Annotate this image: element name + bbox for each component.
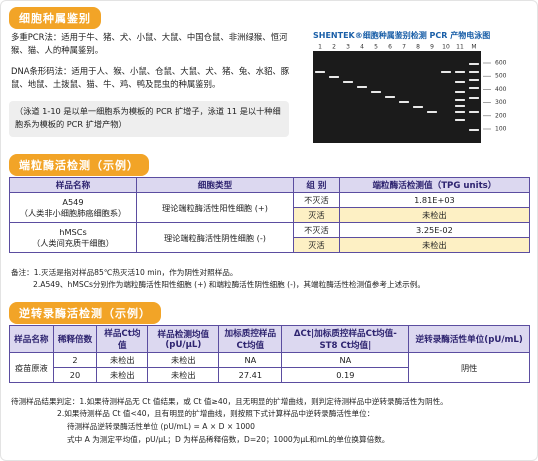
cell: 0.19 [281, 367, 410, 383]
lane-label: 5 [374, 44, 378, 51]
cell: 不灭活 [293, 222, 340, 238]
cell: 理论端粒酶活性阳性细胞 (+) [136, 192, 294, 223]
cell: 未检出 [338, 237, 531, 253]
gel-band [343, 81, 353, 83]
cell: 20 [52, 367, 98, 383]
section-title: 逆转录酶活检测（示例） [9, 302, 161, 324]
gel-band [469, 71, 479, 73]
header-cell: 细胞类型 [136, 177, 294, 193]
gel-band [427, 111, 437, 113]
sample-desc: （人类间充质干细胞） [32, 237, 114, 248]
gel-band [455, 71, 465, 73]
marker-label: 100 [495, 126, 507, 133]
cell: 灭活 [293, 237, 340, 253]
marker-label: 200 [495, 112, 507, 119]
cell: 未检出 [147, 352, 220, 368]
header-cell: 端粒酶活检测值（TPG units） [338, 177, 531, 193]
cell: 未检出 [96, 352, 149, 368]
header-cell: 样品检测均值(pU/μL) [147, 325, 220, 353]
lane-label: 7 [402, 44, 406, 51]
marker-label: 300 [495, 99, 507, 106]
header-cell: 样品名称 [9, 325, 54, 353]
gel-band [329, 76, 339, 78]
gel-band [441, 71, 451, 73]
lane-label: 11 [456, 44, 464, 51]
header-cell: 样品名称 [9, 177, 137, 193]
header-cell: 逆转录酶活性单位(pU/mL) [408, 325, 530, 353]
gel-band [469, 79, 479, 81]
cell: 灭活 [293, 207, 340, 223]
gel-band [357, 86, 367, 88]
marker-label: 400 [495, 86, 507, 93]
lane-label: 8 [416, 44, 420, 51]
header-cell: 样品Ct均值 [96, 325, 149, 353]
gel-band [469, 97, 479, 99]
header-cell: 稀释倍数 [52, 325, 98, 353]
gel-band [315, 71, 325, 73]
marker-label: 500 [495, 73, 507, 80]
section-title: 细胞种属鉴别 [9, 7, 101, 29]
cell: 3.25E-02 [338, 222, 531, 238]
gel-band [455, 111, 465, 113]
cell: hMSCs （人类间充质干细胞） [9, 222, 137, 253]
gel-band [455, 99, 465, 101]
cell: 不灭活 [293, 192, 340, 208]
header-cell: 组 别 [293, 177, 340, 193]
marker-label: 600 [495, 60, 507, 67]
gel-title: SHENTEK®细胞种属鉴别检测 PCR 产物电泳图 [313, 31, 491, 40]
header-cell: ΔCt|加标质控样品Ct均值-ST8 Ct均值| [281, 325, 410, 353]
gel-band [455, 105, 465, 107]
rt-table: 样品名称 稀释倍数 样品Ct均值 样品检测均值(pU/μL) 加标质控样品Ct均… [9, 325, 530, 383]
cell: 27.41 [218, 367, 283, 383]
cell: 未检出 [147, 367, 220, 383]
lane-label: 3 [346, 44, 350, 51]
cell: 未检出 [338, 207, 531, 223]
telomerase-table: 样品名称 细胞类型 组 别 端粒酶活检测值（TPG units） A549 （人类… [9, 177, 531, 253]
gel-band [469, 111, 479, 113]
gel-band [399, 101, 409, 103]
cell: 阴性 [408, 352, 530, 383]
gel-background [313, 51, 481, 143]
cell: 疫苗原液 [9, 352, 54, 383]
gel-band [455, 119, 465, 121]
gel-band [455, 91, 465, 93]
lane-label: 4 [360, 44, 364, 51]
gel-band [413, 106, 423, 108]
note: 2.A549、hMSCs分别作为端粒酶活性阳性细胞 (+) 和端粒酶活性阴性细胞… [33, 280, 425, 289]
gel-band [469, 63, 479, 65]
gel-band [469, 129, 479, 131]
sample-desc: （人类非小细胞肺癌细胞系） [19, 207, 127, 218]
lane-label: 1 [318, 44, 322, 51]
note: 备注：1.灭活是指对样品85℃热灭活10 min，作为阴性对照样品。 [11, 268, 238, 277]
gel-band [469, 87, 479, 89]
note-box: （泳道 1-10 是以单一细胞系为模板的 PCR 扩增子，泳道 11 是以十种细… [9, 101, 289, 137]
note: 待测样品逆转录酶活性单位 (pU/mL) = A × D × 1000 [67, 422, 255, 431]
lane-label: 2 [332, 44, 336, 51]
cell: NA [281, 352, 410, 368]
note: 2.如果待测样品 Ct 值<40，且有明显的扩增曲线，则按照下式计算样品中逆转录… [57, 409, 375, 418]
cell: 1.81E+03 [338, 192, 531, 208]
lane-label: M [471, 44, 476, 51]
paragraph: 多重PCR法：适用于牛、猪、犬、小鼠、大鼠、中国仓鼠、非洲绿猴、恒河猴、猫、人的… [11, 32, 288, 55]
gel-band [385, 96, 395, 98]
lane-label: 10 [442, 44, 450, 51]
cell: A549 （人类非小细胞肺癌细胞系） [9, 192, 137, 223]
cell: NA [218, 352, 283, 368]
lane-label: 6 [388, 44, 392, 51]
section-title: 端粒酶活检测（示例） [9, 154, 149, 176]
note: 待测样品结果判定：1.如果待测样品无 Ct 值结果，或 Ct 值≥40，且无明显… [11, 397, 448, 406]
note: 式中 A 为测定平均值，pU/μL；D 为样品稀释倍数，D=20；1000为μL… [67, 435, 390, 444]
cell: 未检出 [96, 367, 149, 383]
sample: hMSCs [59, 226, 87, 237]
gel-band [455, 81, 465, 83]
gel-image: 1 2 3 4 5 6 7 8 9 10 11 M 600 500 400 300 200 100 [313, 44, 507, 143]
paragraph: DNA条形码法：适用于人、猴、小鼠、仓鼠、大鼠、犬、猪、兔、水貂、豚鼠、地鼠、土… [11, 66, 290, 89]
cell: 2 [52, 352, 98, 368]
gel-band [371, 91, 381, 93]
sample: A549 [62, 196, 84, 207]
cell: 理论端粒酶活性阴性细胞 (-) [136, 222, 294, 253]
header-cell: 加标质控样品Ct均值 [218, 325, 283, 353]
lane-label: 9 [430, 44, 434, 51]
